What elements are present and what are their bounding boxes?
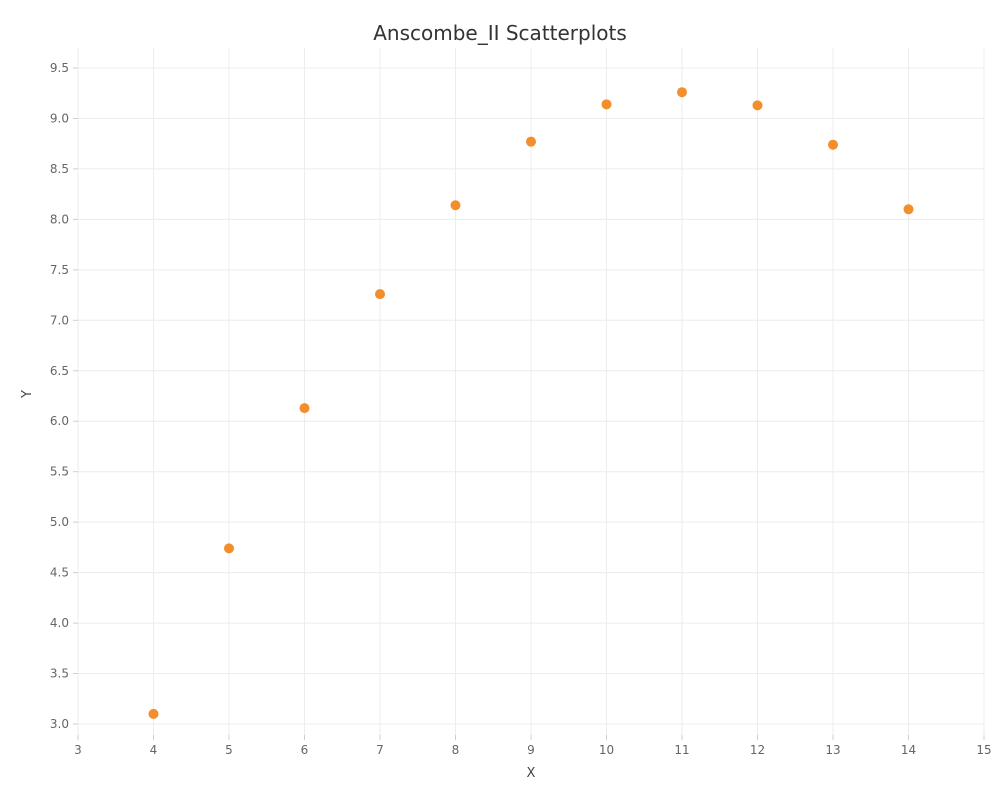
- y-tick-label: 4.0: [50, 616, 69, 630]
- data-point: [526, 136, 536, 147]
- data-point: [148, 708, 159, 719]
- x-tick-label: 15: [976, 743, 991, 757]
- y-tick-label: 9.0: [50, 111, 69, 125]
- grid-layer: [77, 48, 985, 735]
- x-tick-label: 3: [74, 743, 82, 757]
- data-point: [450, 200, 461, 211]
- x-tick-label: 7: [376, 743, 384, 757]
- x-tick-label: 5: [225, 743, 233, 757]
- y-tick-label: 3.5: [50, 667, 69, 681]
- y-tick-label: 7.5: [50, 263, 69, 277]
- data-point: [903, 204, 914, 215]
- x-tick-label: 11: [674, 743, 689, 757]
- data-point: [828, 139, 838, 150]
- y-tick-label: 7.0: [50, 313, 69, 327]
- y-tick-label: 8.5: [50, 162, 69, 176]
- y-tick-label: 4.5: [50, 566, 69, 580]
- y-tick-label: 9.5: [50, 61, 69, 75]
- data-point: [224, 543, 234, 554]
- x-tick-label: 9: [527, 743, 535, 757]
- x-tick-label: 4: [150, 743, 158, 757]
- data-point: [677, 87, 687, 98]
- x-tick-label: 13: [825, 743, 840, 757]
- y-tick-label: 8.0: [50, 212, 69, 226]
- y-tick-label: 5.5: [50, 465, 69, 479]
- data-point: [601, 99, 612, 110]
- x-tick-label: 14: [901, 743, 916, 757]
- y-tick-label: 6.5: [50, 364, 69, 378]
- chart-title: Anscombe_II Scatterplots: [373, 21, 627, 45]
- y-tick-label: 3.0: [50, 717, 69, 731]
- data-point: [375, 289, 385, 300]
- x-tick-label: 12: [750, 743, 765, 757]
- y-tick-label: 6.0: [50, 414, 69, 428]
- point-layer: [148, 87, 914, 719]
- tick-layer: 3 4 5 6 7 8 9 10 11 12 13 14 15 3.0 3.5 4.0 4.5 5.0 5.5 6.0…: [50, 61, 992, 757]
- data-point: [752, 100, 763, 111]
- y-axis-label: Y: [20, 390, 35, 399]
- x-tick-label: 6: [301, 743, 309, 757]
- x-tick-label: 8: [452, 743, 460, 757]
- data-point: [299, 403, 310, 414]
- x-tick-label: 10: [599, 743, 614, 757]
- x-axis-label: X: [527, 766, 536, 781]
- y-tick-label: 5.0: [50, 515, 69, 529]
